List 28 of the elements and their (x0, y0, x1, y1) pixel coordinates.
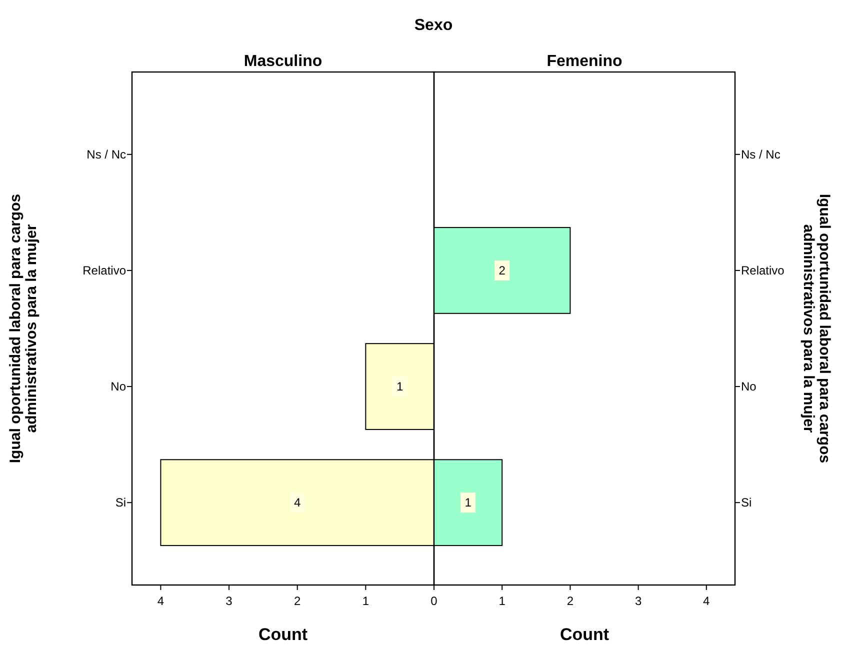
y-axis-title: Igual oportunidad laboral para cargos administrativos para la mujer (800, 194, 833, 464)
x-axis-title: Count (560, 625, 610, 644)
y-tick-label: No (741, 380, 757, 394)
y-tick-label: Ns / Nc (741, 147, 780, 162)
chart-subtitle: Femenino (546, 53, 623, 70)
chart-subtitle: Masculino (244, 53, 322, 70)
x-tick-label: 3 (634, 594, 642, 608)
data-label: 1 (396, 380, 404, 394)
data-label: 1 (464, 496, 472, 510)
data-label: 4 (294, 496, 302, 510)
x-tick-label: 3 (226, 594, 233, 608)
x-tick-label: 2 (294, 594, 302, 608)
data-label: 2 (498, 263, 506, 278)
x-tick-label: 1 (498, 594, 506, 608)
x-tick-label: 0 (430, 594, 438, 608)
x-axis-title: Count (258, 625, 308, 644)
y-tick-label: Relativo (741, 263, 785, 278)
x-tick-label: 2 (566, 594, 574, 608)
y-tick-label: Si (115, 496, 126, 510)
y-tick-label: Relativo (82, 263, 126, 278)
y-tick-label: Si (741, 496, 752, 510)
y-tick-label: Ns / Nc (86, 147, 126, 162)
y-axis-title: Igual oportunidad laboral para cargos administrativos para la mujer (7, 194, 40, 464)
x-tick-label: 4 (703, 594, 710, 608)
chart-title: Sexo (414, 17, 453, 34)
x-tick-label: 1 (362, 594, 370, 608)
y-tick-label: No (110, 380, 126, 394)
x-tick-label: 4 (157, 594, 164, 608)
